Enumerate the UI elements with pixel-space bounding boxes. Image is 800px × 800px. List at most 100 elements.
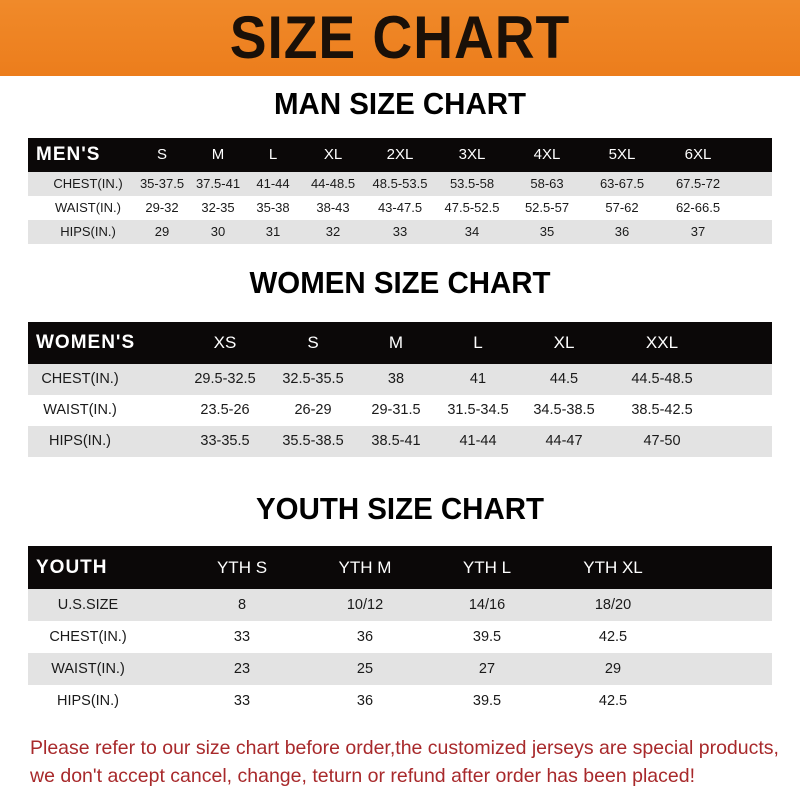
table-row: U.S.SIZE 8 10/12 14/16 18/20 [28,589,772,621]
table-cell: 44-48.5 [310,176,356,191]
row-label: WAIST(IN.) [51,661,125,677]
table-title-cell: YOUTH [36,557,108,578]
row-label: WAIST(IN.) [55,200,121,215]
row-label: CHEST(IN.) [41,371,119,387]
table-cell: 29-31.5 [371,402,421,418]
row-label: CHEST(IN.) [53,176,123,191]
table-cell: 29 [154,224,170,239]
table-row: CHEST(IN.) 35-37.5 37.5-41 41-44 44-48.5 48.5… [28,172,772,196]
table-row: WAIST(IN.) 23 25 27 29 [28,653,772,685]
size-header: 3XL [458,146,486,163]
table-cell: 29 [604,661,622,677]
size-header: XL [323,146,343,163]
table-cell: 33-35.5 [200,433,250,449]
table-cell: 42.5 [598,629,628,645]
table-cell: 31 [265,224,281,239]
youth-size-table: YOUTH YTH S YTH M YTH L YTH XL U.S.SIZE 8 10/12… [28,546,772,717]
table-cell: 44.5 [549,371,579,387]
table-cell: 35 [539,224,555,239]
table-cell: 23 [233,661,251,677]
men-section-title: MAN SIZE CHART [274,86,526,121]
table-cell: 36 [356,693,374,709]
table-row: WAIST(IN.) 29-32 32-35 35-38 38-43 43-47.5 47.… [28,196,772,220]
table-cell: 36 [614,224,630,239]
table-cell: 34 [464,224,480,239]
size-header: L [268,146,278,163]
table-cell: 32.5-35.5 [282,371,344,387]
table-cell: 14/16 [468,597,506,613]
table-cell: 26-29 [294,402,332,418]
table-cell: 62-66.5 [675,200,721,215]
row-label: HIPS(IN.) [48,433,112,449]
table-cell: 52.5-57 [524,200,570,215]
table-cell: 53.5-58 [449,176,495,191]
table-cell: 18/20 [594,597,632,613]
table-cell: 33 [233,693,251,709]
table-cell: 36 [356,629,374,645]
table-row: HIPS(IN.) 33-35.5 35.5-38.5 38.5-41 41-44 44-… [28,426,772,457]
row-label: HIPS(IN.) [60,224,116,239]
title-banner: SIZE CHART [0,0,800,76]
row-label: U.S.SIZE [57,597,119,613]
table-row: CHEST(IN.) 33 36 39.5 42.5 [28,621,772,653]
table-row: CHEST(IN.) 29.5-32.5 32.5-35.5 38 41 44.5 44.5… [28,364,772,395]
row-label: CHEST(IN.) [49,629,127,645]
table-cell: 58-63 [530,176,564,191]
notice-text: Please refer to our size chart before or… [30,734,790,790]
notice-line-2: we don't accept cancel, change, teturn o… [30,765,695,787]
table-cell: 48.5-53.5 [372,176,428,191]
table-cell: 8 [237,597,247,613]
table-cell: 30 [210,224,226,239]
table-cell: 32 [325,224,341,239]
notice-line-1: Please refer to our size chart before or… [30,737,779,759]
table-cell: 31.5-34.5 [447,402,509,418]
table-cell: 25 [356,661,374,677]
size-header: S [156,146,168,163]
table-cell: 32-35 [201,200,235,215]
table-cell: 39.5 [472,693,502,709]
table-title-cell: MEN'S [36,144,101,165]
table-cell: 23.5-26 [200,402,250,418]
table-row: HIPS(IN.) 29 30 31 32 33 34 35 36 37 [28,220,772,244]
size-header: L [473,333,483,352]
table-cell: 41 [469,371,487,387]
table-cell: 35.5-38.5 [282,433,344,449]
table-row: WAIST(IN.) 23.5-26 26-29 29-31.5 31.5-34.5 34… [28,395,772,426]
table-cell: 33 [392,224,408,239]
table-header-row: WOMEN'S XS S M L XL XXL [28,322,772,364]
table-cell: 44.5-48.5 [631,371,693,387]
size-header: S [307,333,319,352]
table-cell: 38 [387,371,405,387]
size-header: YTH M [338,558,392,577]
table-cell: 42.5 [598,693,628,709]
size-header: M [388,333,404,352]
table-cell: 38.5-41 [371,433,421,449]
size-header: M [211,146,225,163]
table-cell: 37 [690,224,706,239]
women-size-table: WOMEN'S XS S M L XL XXL CHEST(IN.) 29.5-32.5 32.5… [28,322,772,457]
table-cell: 67.5-72 [675,176,721,191]
row-label: HIPS(IN.) [56,693,120,709]
men-size-table: MEN'S S M L XL 2XL 3XL 4XL 5XL 6XL CHEST(IN.) 35-37… [28,138,772,244]
table-cell: 63-67.5 [599,176,645,191]
size-header: YTH XL [583,558,643,577]
table-cell: 35-37.5 [139,176,185,191]
table-cell: 57-62 [605,200,639,215]
size-header: 4XL [533,146,561,163]
table-title-cell: WOMEN'S [36,332,136,353]
size-header: 5XL [608,146,636,163]
youth-section-title: YOUTH SIZE CHART [256,491,544,526]
table-cell: 37.5-41 [195,176,241,191]
table-cell: 43-47.5 [377,200,423,215]
table-cell: 10/12 [346,597,384,613]
size-header: XS [213,333,237,352]
table-cell: 29.5-32.5 [194,371,256,387]
table-cell: 47-50 [643,433,681,449]
table-cell: 29-32 [145,200,179,215]
table-cell: 35-38 [256,200,290,215]
table-cell: 44-47 [545,433,583,449]
size-header: YTH L [462,558,512,577]
size-header: XL [553,333,575,352]
table-cell: 38-43 [316,200,350,215]
table-cell: 41-44 [256,176,290,191]
